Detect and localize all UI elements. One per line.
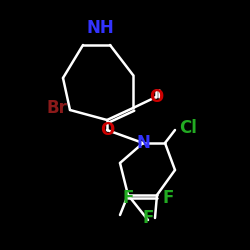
Text: NH: NH xyxy=(86,19,114,37)
Text: Br: Br xyxy=(46,99,68,117)
Text: F: F xyxy=(122,189,134,207)
Text: O: O xyxy=(100,121,114,139)
Text: N: N xyxy=(136,134,150,152)
Text: Cl: Cl xyxy=(179,119,197,137)
Text: F: F xyxy=(142,209,154,227)
Text: O: O xyxy=(149,88,163,106)
Text: F: F xyxy=(162,189,174,207)
